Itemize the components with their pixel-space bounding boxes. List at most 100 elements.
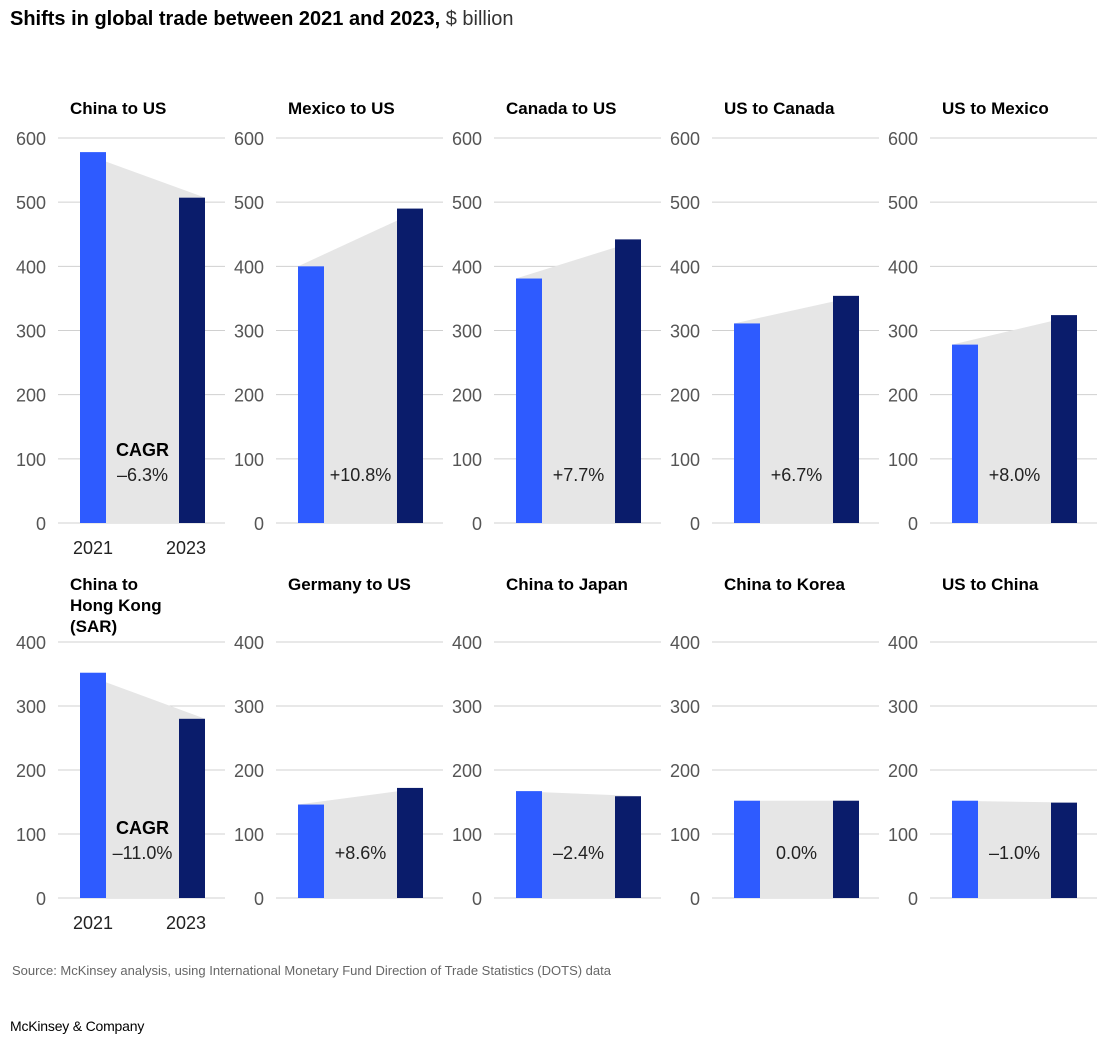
panel-title: China to US [70, 99, 167, 118]
y-tick-label: 400 [670, 257, 700, 277]
change-area [80, 152, 205, 523]
change-area [952, 800, 1077, 898]
cagr-value: –11.0% [113, 843, 173, 863]
y-tick-label: 300 [888, 697, 918, 717]
y-tick-label: 100 [670, 450, 700, 470]
y-tick-label: 0 [472, 514, 482, 534]
y-tick-label: 600 [452, 129, 482, 149]
y-tick-label: 300 [670, 322, 700, 342]
y-tick-label: 100 [234, 825, 264, 845]
change-area [516, 239, 641, 523]
cagr-value: +6.7% [771, 465, 823, 485]
chart-title: Shifts in global trade between 2021 and … [10, 8, 514, 31]
y-tick-label: 600 [888, 129, 918, 149]
change-area [516, 791, 641, 898]
change-area [952, 315, 1077, 523]
change-area [734, 295, 859, 523]
x-category-label: 2021 [73, 538, 113, 558]
y-tick-label: 400 [234, 633, 264, 653]
y-tick-label: 500 [234, 193, 264, 213]
source-note: Source: McKinsey analysis, using Interna… [12, 963, 611, 978]
y-tick-label: 400 [16, 633, 46, 653]
panel-title: US to China [942, 575, 1039, 594]
y-tick-label: 200 [452, 386, 482, 406]
y-tick-label: 100 [452, 825, 482, 845]
y-tick-label: 200 [888, 386, 918, 406]
bar-2021 [516, 278, 542, 523]
cagr-heading: CAGR [116, 440, 169, 460]
plot-germany-to-us: 0 100 200 300 400 +8.6% [234, 633, 443, 909]
y-tick-label: 300 [234, 697, 264, 717]
y-tick-label: 200 [670, 761, 700, 781]
plot-us-to-canada: 0 100 200 300 400 500 600 +6.7% [670, 129, 879, 534]
plot-china-to-korea: 0 100 200 300 400 0.0% [670, 633, 879, 909]
bar-2021 [952, 344, 978, 523]
panel-title: Mexico to US [288, 99, 395, 118]
plot-china-to-us: 0 100 200 300 400 500 600 CAGR –6.3% 2021 2023 [16, 129, 225, 558]
cagr-value: +7.7% [553, 465, 605, 485]
x-category-label: 2021 [73, 913, 113, 933]
bar-2023 [615, 796, 641, 898]
panel-title: China to Hong Kong (SAR) [70, 575, 162, 636]
y-tick-label: 400 [888, 257, 918, 277]
change-area [298, 208, 423, 523]
cagr-value: –2.4% [553, 843, 604, 863]
y-tick-label: 100 [888, 450, 918, 470]
bar-2021 [80, 672, 106, 898]
bar-2021 [516, 791, 542, 898]
chart-title-main: Shifts in global trade between 2021 and … [10, 8, 441, 30]
y-tick-label: 0 [36, 889, 46, 909]
y-tick-label: 300 [888, 322, 918, 342]
y-tick-label: 200 [234, 761, 264, 781]
y-tick-label: 0 [908, 889, 918, 909]
y-tick-label: 300 [234, 322, 264, 342]
plot-china-to-hong-kong-sar: 0 100 200 300 400 CAGR –11.0% 2021 2023 [16, 633, 225, 933]
y-tick-label: 0 [908, 514, 918, 534]
y-tick-label: 0 [36, 514, 46, 534]
y-tick-label: 400 [888, 633, 918, 653]
y-tick-label: 200 [16, 386, 46, 406]
x-category-label: 2023 [166, 538, 206, 558]
y-tick-label: 300 [452, 322, 482, 342]
chart-title-unit: $ billion [445, 8, 514, 30]
y-tick-label: 500 [670, 193, 700, 213]
bar-2023 [179, 718, 205, 898]
y-tick-label: 400 [670, 633, 700, 653]
y-tick-label: 0 [690, 514, 700, 534]
y-tick-label: 500 [16, 193, 46, 213]
y-tick-label: 100 [888, 825, 918, 845]
y-tick-label: 100 [16, 450, 46, 470]
brand-logo: McKinsey & Company [10, 1018, 145, 1034]
y-tick-label: 600 [670, 129, 700, 149]
panel-title: US to Mexico [942, 99, 1049, 118]
y-tick-label: 100 [16, 825, 46, 845]
bar-2023 [1051, 315, 1077, 523]
bar-2023 [397, 208, 423, 523]
cagr-value: –1.0% [989, 843, 1040, 863]
change-area [734, 800, 859, 898]
y-tick-label: 400 [16, 257, 46, 277]
y-tick-label: 400 [234, 257, 264, 277]
bar-2023 [833, 800, 859, 898]
y-tick-label: 200 [452, 761, 482, 781]
y-tick-label: 600 [234, 129, 264, 149]
y-tick-label: 100 [670, 825, 700, 845]
x-category-label: 2023 [166, 913, 206, 933]
y-tick-label: 200 [234, 386, 264, 406]
panel-title: China to Japan [506, 575, 628, 594]
y-tick-label: 200 [16, 761, 46, 781]
y-tick-label: 300 [16, 322, 46, 342]
bar-2021 [80, 152, 106, 523]
panel-title: Germany to US [288, 575, 411, 594]
bar-2021 [298, 804, 324, 898]
y-tick-label: 200 [670, 386, 700, 406]
plot-us-to-china: 0 100 200 300 400 –1.0% [888, 633, 1097, 909]
plot-china-to-japan: 0 100 200 300 400 –2.4% [452, 633, 661, 909]
y-tick-label: 600 [16, 129, 46, 149]
cagr-value: +8.6% [335, 843, 387, 863]
y-tick-label: 500 [888, 193, 918, 213]
bar-2021 [298, 266, 324, 523]
cagr-value: –6.3% [117, 465, 168, 485]
change-area [298, 787, 423, 898]
